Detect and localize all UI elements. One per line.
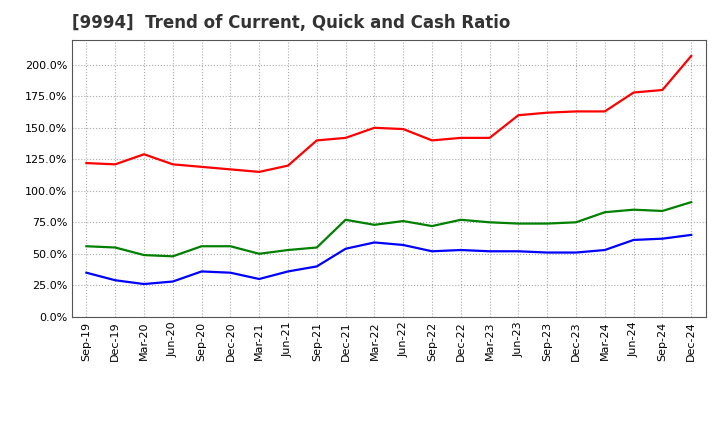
Quick Ratio bbox=[197, 244, 206, 249]
Current Ratio bbox=[687, 53, 696, 59]
Quick Ratio bbox=[140, 253, 148, 258]
Current Ratio bbox=[255, 169, 264, 175]
Cash Ratio bbox=[82, 270, 91, 275]
Quick Ratio bbox=[312, 245, 321, 250]
Current Ratio bbox=[399, 126, 408, 132]
Current Ratio bbox=[485, 135, 494, 140]
Quick Ratio bbox=[629, 207, 638, 213]
Current Ratio bbox=[140, 152, 148, 157]
Cash Ratio bbox=[312, 264, 321, 269]
Quick Ratio bbox=[600, 209, 609, 215]
Cash Ratio bbox=[658, 236, 667, 241]
Cash Ratio bbox=[399, 242, 408, 248]
Current Ratio bbox=[370, 125, 379, 130]
Quick Ratio bbox=[572, 220, 580, 225]
Cash Ratio bbox=[168, 279, 177, 284]
Cash Ratio bbox=[428, 249, 436, 254]
Current Ratio bbox=[543, 110, 552, 115]
Quick Ratio bbox=[658, 208, 667, 213]
Quick Ratio bbox=[543, 221, 552, 226]
Current Ratio bbox=[456, 135, 465, 140]
Quick Ratio bbox=[687, 199, 696, 205]
Cash Ratio bbox=[341, 246, 350, 251]
Quick Ratio bbox=[284, 247, 292, 253]
Quick Ratio bbox=[226, 244, 235, 249]
Quick Ratio bbox=[341, 217, 350, 222]
Quick Ratio bbox=[82, 244, 91, 249]
Cash Ratio bbox=[543, 250, 552, 255]
Current Ratio bbox=[226, 167, 235, 172]
Cash Ratio bbox=[226, 270, 235, 275]
Cash Ratio bbox=[197, 269, 206, 274]
Cash Ratio bbox=[456, 247, 465, 253]
Quick Ratio bbox=[428, 224, 436, 229]
Current Ratio bbox=[600, 109, 609, 114]
Cash Ratio bbox=[255, 276, 264, 282]
Quick Ratio bbox=[111, 245, 120, 250]
Current Ratio bbox=[629, 90, 638, 95]
Current Ratio bbox=[197, 164, 206, 169]
Cash Ratio bbox=[514, 249, 523, 254]
Current Ratio bbox=[312, 138, 321, 143]
Current Ratio bbox=[341, 135, 350, 140]
Current Ratio bbox=[284, 163, 292, 168]
Line: Current Ratio: Current Ratio bbox=[86, 56, 691, 172]
Current Ratio bbox=[658, 88, 667, 93]
Text: [9994]  Trend of Current, Quick and Cash Ratio: [9994] Trend of Current, Quick and Cash … bbox=[72, 15, 510, 33]
Current Ratio bbox=[111, 161, 120, 167]
Cash Ratio bbox=[629, 237, 638, 242]
Quick Ratio bbox=[514, 221, 523, 226]
Current Ratio bbox=[514, 113, 523, 118]
Quick Ratio bbox=[370, 222, 379, 227]
Line: Quick Ratio: Quick Ratio bbox=[86, 202, 691, 257]
Cash Ratio bbox=[485, 249, 494, 254]
Cash Ratio bbox=[140, 282, 148, 287]
Cash Ratio bbox=[111, 278, 120, 283]
Cash Ratio bbox=[370, 240, 379, 245]
Cash Ratio bbox=[687, 232, 696, 238]
Cash Ratio bbox=[600, 247, 609, 253]
Quick Ratio bbox=[399, 218, 408, 224]
Quick Ratio bbox=[485, 220, 494, 225]
Quick Ratio bbox=[255, 251, 264, 257]
Quick Ratio bbox=[456, 217, 465, 222]
Line: Cash Ratio: Cash Ratio bbox=[86, 235, 691, 284]
Cash Ratio bbox=[284, 269, 292, 274]
Cash Ratio bbox=[572, 250, 580, 255]
Current Ratio bbox=[572, 109, 580, 114]
Quick Ratio bbox=[168, 254, 177, 259]
Current Ratio bbox=[428, 138, 436, 143]
Current Ratio bbox=[82, 161, 91, 166]
Current Ratio bbox=[168, 161, 177, 167]
